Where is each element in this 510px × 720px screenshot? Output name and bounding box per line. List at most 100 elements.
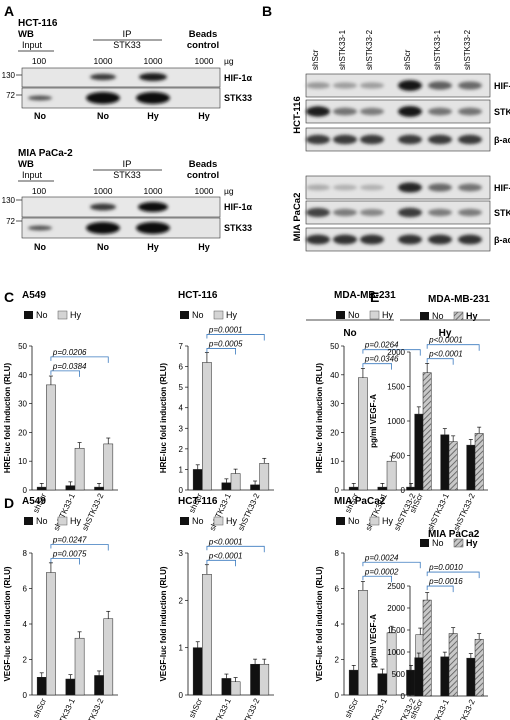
legend-label-no: No	[192, 310, 204, 320]
y-axis-label: pg/ml VEGF-A	[369, 614, 378, 668]
panel-b-blots: HCT-116 HIF-1α STK33 β-actin MIA PaCa2 HIF-1α…	[292, 73, 510, 252]
y-tick-label: 0	[179, 691, 184, 700]
amount: 1000	[195, 56, 214, 66]
significance-bracket	[426, 571, 480, 579]
blot-a-miapaca2: MIA PaCa-2 WB Input IP STK33 Beads contr…	[2, 148, 253, 252]
condition: Hy	[147, 242, 159, 252]
y-tick-label: 20	[330, 428, 339, 437]
band	[306, 82, 330, 89]
y-axis-label: VEGF-luc fold induction (RLU)	[3, 566, 12, 681]
band	[398, 207, 422, 218]
bar-hy	[386, 632, 397, 696]
bar-no	[192, 647, 203, 696]
panel-letter-b: B	[262, 3, 272, 19]
band	[428, 107, 452, 116]
control-label: control	[187, 170, 219, 181]
mw-marker: 130	[2, 196, 16, 205]
y-tick-label: 2	[179, 596, 184, 605]
significance-bracket	[206, 559, 236, 567]
band	[333, 82, 357, 89]
y-tick-label: 1	[179, 465, 184, 474]
x-tick-label: shSTK33-2	[452, 492, 477, 533]
legend-label-no: No	[432, 311, 444, 321]
y-tick-label: 0	[23, 486, 28, 495]
significance-bracket	[50, 544, 109, 551]
condition-hy: Hy	[439, 328, 452, 339]
beads-label: Beads	[189, 29, 218, 40]
legend-swatch-hy	[213, 310, 224, 320]
band	[306, 106, 330, 117]
blot-cell-line: MIA PaCa-2	[18, 148, 73, 159]
band	[398, 80, 422, 91]
blot-strip-stk33	[21, 87, 221, 109]
legend-label-no: No	[192, 516, 204, 526]
band	[306, 134, 330, 145]
band	[333, 184, 357, 191]
beads-label: Beads	[189, 159, 218, 170]
lane-label: shScr	[403, 49, 412, 70]
y-tick-label: 500	[392, 452, 406, 461]
y-tick-label: 1	[179, 644, 184, 653]
x-tick-label: shSTK33-2	[80, 697, 105, 720]
band-label: HIF-1α	[494, 81, 510, 91]
band	[428, 234, 452, 245]
x-tick-label: shSTK33-2	[80, 492, 105, 533]
legend-swatch-hy	[57, 310, 68, 320]
band	[458, 81, 482, 90]
ip-target: STK33	[113, 40, 141, 50]
legend-swatch-no	[24, 517, 33, 525]
band-label: β-actin	[494, 235, 510, 245]
y-tick-label: 5	[179, 383, 184, 392]
significance-bracket	[206, 348, 236, 355]
y-tick-label: 0	[335, 486, 340, 495]
y-tick-label: 2000	[387, 604, 405, 613]
chart-title: MIA PaCa2	[428, 529, 480, 540]
band	[458, 183, 482, 192]
y-axis-label: HRE-luc fold induction (RLU)	[3, 363, 12, 474]
band	[428, 183, 452, 192]
legend-swatch-hy	[453, 311, 464, 321]
chart-title: HCT-116	[178, 496, 218, 507]
condition: Hy	[147, 111, 159, 121]
bar-hy	[259, 663, 270, 696]
bar-no	[414, 413, 424, 491]
amount: 100	[32, 56, 46, 66]
wb-label: WB	[18, 29, 34, 40]
ip-target: STK33	[113, 170, 141, 180]
amount: 1000	[144, 56, 163, 66]
bar-no	[406, 486, 416, 491]
blot-strip-stk33	[21, 217, 221, 239]
band	[458, 234, 482, 245]
mw-marker: 72	[6, 91, 15, 100]
band	[360, 184, 384, 191]
x-tick-label: shSTK33-1	[208, 697, 233, 720]
significance-bracket	[426, 344, 480, 351]
bar-hy	[103, 443, 114, 491]
legend-swatch-no	[420, 312, 429, 320]
x-tick-label: shSTK33-1	[52, 492, 77, 533]
unit: µg	[224, 186, 234, 196]
bar-no	[440, 434, 450, 491]
y-tick-label: 0	[179, 486, 184, 495]
bar-hy	[448, 633, 458, 697]
band	[360, 134, 384, 145]
x-tick-label: shScr	[187, 697, 204, 720]
legend-swatch-no	[336, 517, 345, 525]
legend-label-no: No	[36, 516, 48, 526]
cell-line-label: HCT-116	[292, 96, 303, 134]
y-tick-label: 1000	[387, 417, 405, 426]
y-tick-label: 1000	[387, 648, 405, 657]
legend-label-no: No	[432, 538, 444, 548]
y-tick-label: 1500	[387, 383, 405, 392]
bar-no	[94, 675, 104, 696]
legend-label-hy: Hy	[466, 311, 478, 321]
lane-label: shSTK33-2	[365, 29, 374, 70]
band	[306, 184, 330, 191]
y-tick-label: 3	[179, 424, 184, 433]
x-tick-label: shScr	[343, 697, 360, 720]
amount: 100	[32, 186, 46, 196]
y-tick-label: 500	[392, 670, 406, 679]
y-tick-label: 0	[401, 486, 406, 495]
